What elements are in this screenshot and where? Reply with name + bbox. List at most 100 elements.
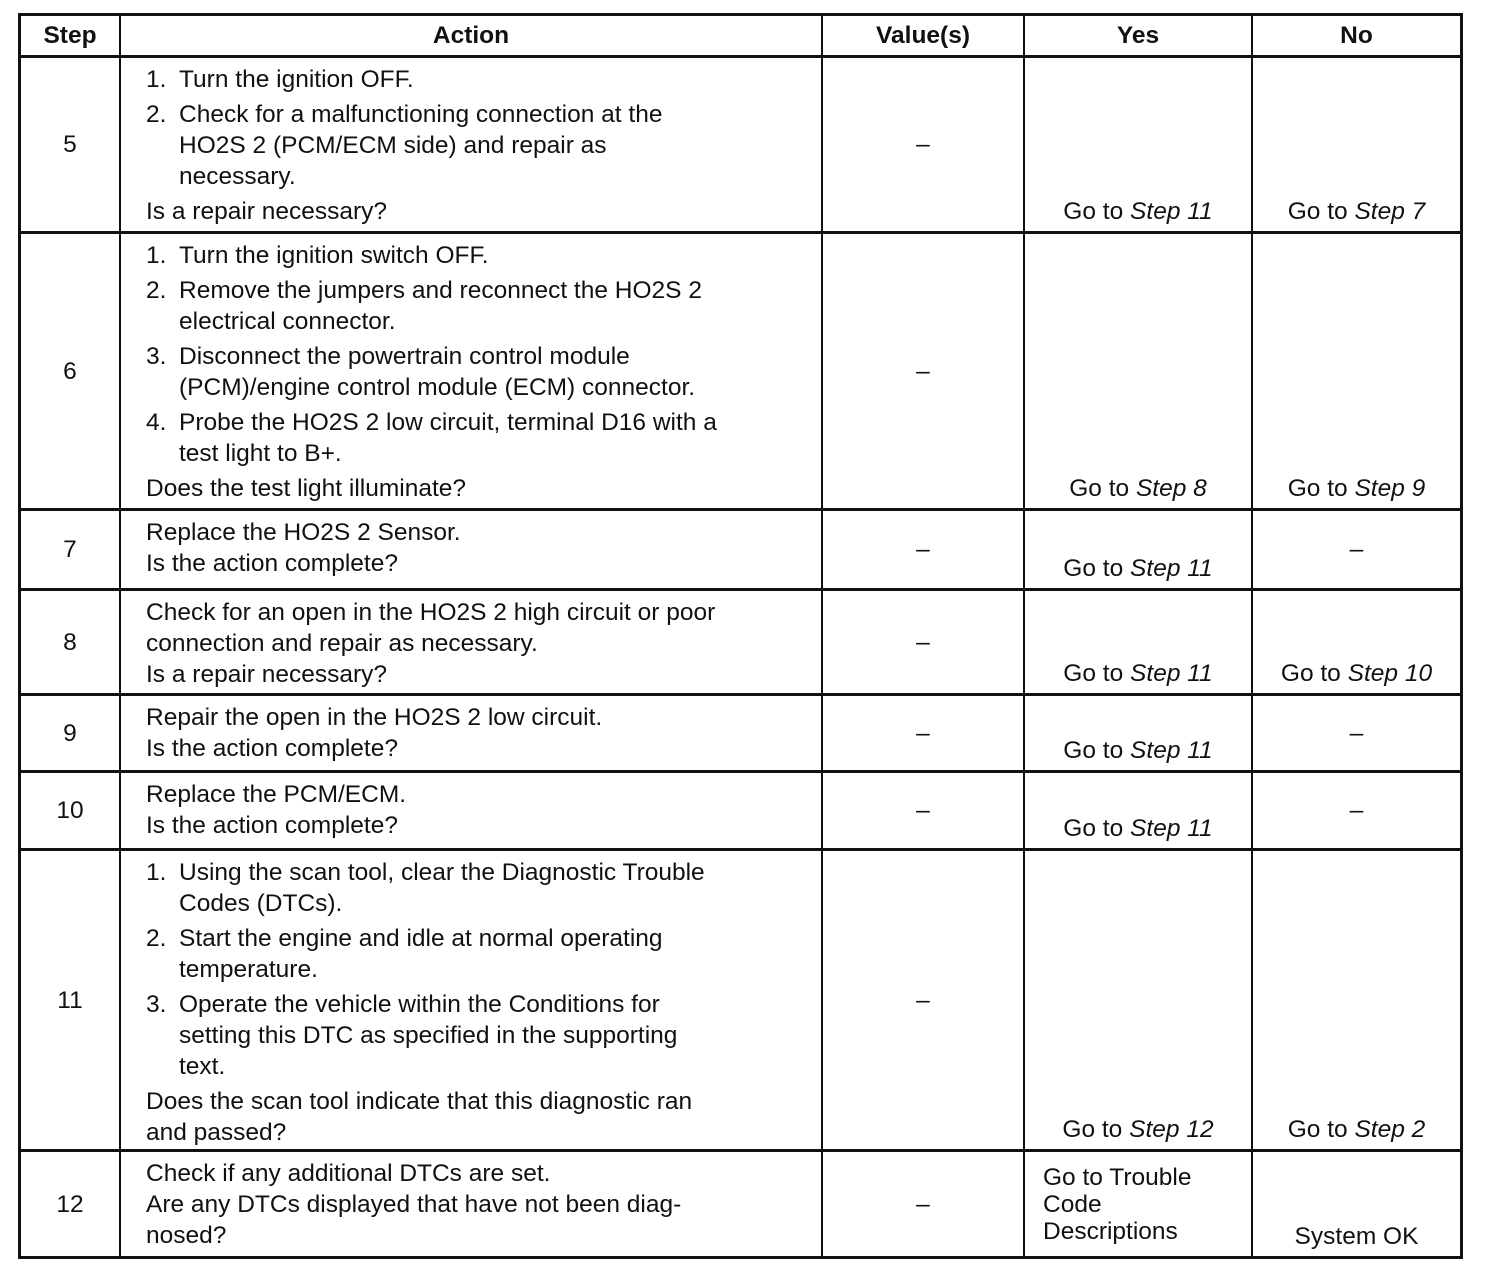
yes-cell: Go to Step 8 bbox=[1023, 234, 1251, 508]
cell-text: – bbox=[1349, 797, 1364, 824]
item-text: Disconnect the powertrain control module… bbox=[179, 341, 695, 403]
question-line: Is the action complete? bbox=[146, 735, 398, 762]
goto-link[interactable]: Go to Step 11 bbox=[1063, 813, 1212, 844]
goto-link[interactable]: Go to Step 11 bbox=[1063, 196, 1212, 227]
goto-link[interactable]: Go to Step 12 bbox=[1062, 1114, 1213, 1145]
item-line: HO2S 2 (PCM/ECM side) and repair as bbox=[179, 132, 607, 159]
goto-prefix: Go to bbox=[1063, 198, 1124, 225]
action-cell: Check if any additional DTCs are set. Are… bbox=[119, 1152, 821, 1256]
step-number: 6 bbox=[63, 357, 77, 385]
table-row-step-7: 7 Replace the HO2S 2 Sensor. Is the action… bbox=[21, 508, 1460, 588]
goto-step: Step 7 bbox=[1354, 198, 1426, 225]
item-text: Turn the ignition switch OFF. bbox=[179, 240, 489, 271]
action-cell: Replace the HO2S 2 Sensor. Is the action … bbox=[119, 511, 821, 588]
action-cell: Repair the open in the HO2S 2 low circui… bbox=[119, 696, 821, 770]
no-cell: – bbox=[1251, 773, 1460, 848]
action-item: 4. Probe the HO2S 2 low circuit, terminal… bbox=[146, 407, 811, 469]
question-line: Check if any additional DTCs are set. bbox=[146, 1160, 551, 1187]
item-number: 4. bbox=[146, 409, 167, 436]
question-line: Check for an open in the HO2S 2 high cir… bbox=[146, 599, 716, 626]
cell-line: Code bbox=[1043, 1190, 1102, 1218]
goto-step: Step 12 bbox=[1129, 1116, 1214, 1143]
goto-link[interactable]: Go to Step 2 bbox=[1288, 1114, 1426, 1145]
goto-prefix: Go to bbox=[1280, 660, 1341, 687]
no-cell: Go to Step 7 bbox=[1251, 58, 1460, 231]
no-cell: Go to Step 2 bbox=[1251, 851, 1460, 1149]
cell-line: Descriptions bbox=[1043, 1217, 1178, 1245]
question-line: Repair the open in the HO2S 2 low circui… bbox=[146, 704, 603, 731]
question-line: connection and repair as necessary. bbox=[146, 630, 538, 657]
item-number: 1. bbox=[146, 66, 167, 93]
table-row-step-11: 11 1. Using the scan tool, clear the Diagn… bbox=[21, 848, 1460, 1149]
action-item: 2. Remove the jumpers and reconnect the H… bbox=[146, 275, 811, 337]
goto-link[interactable]: Go to Step 10 bbox=[1281, 658, 1432, 689]
goto-prefix: Go to bbox=[1069, 475, 1130, 502]
header-yes: Yes bbox=[1023, 16, 1251, 55]
goto-link[interactable]: Go to Step 7 bbox=[1288, 196, 1426, 227]
goto-prefix: Go to bbox=[1062, 1116, 1123, 1143]
goto-prefix: Go to bbox=[1287, 475, 1348, 502]
no-cell: – bbox=[1251, 696, 1460, 770]
cell-text: – bbox=[1349, 719, 1364, 747]
action-cell: 1. Turn the ignition OFF. 2. Check for a ma… bbox=[119, 58, 821, 231]
action-item: 3. Operate the vehicle within the Conditi… bbox=[146, 989, 811, 1082]
item-line: Probe the HO2S 2 low circuit, terminal D… bbox=[179, 409, 717, 436]
goto-step: Step 10 bbox=[1347, 660, 1433, 687]
goto-link[interactable]: Go to Step 9 bbox=[1288, 473, 1426, 504]
diagnostic-table: Step Action Value(s) Yes No 5 1. Turn the … bbox=[18, 13, 1463, 1259]
yes-cell: Go to Step 11 bbox=[1023, 591, 1251, 693]
action-cell: Replace the PCM/ECM. Is the action comple… bbox=[119, 773, 821, 848]
no-cell: – bbox=[1251, 511, 1460, 588]
item-number: 2. bbox=[146, 277, 167, 304]
action-item: 1. Using the scan tool, clear the Diagnos… bbox=[146, 857, 811, 919]
item-number: 3. bbox=[146, 991, 167, 1018]
action-item: 1. Turn the ignition switch OFF. bbox=[146, 240, 811, 271]
step-number: 9 bbox=[63, 719, 77, 747]
value-cell: – bbox=[821, 58, 1023, 231]
value-cell: – bbox=[821, 1152, 1023, 1256]
goto-prefix: Go to bbox=[1287, 198, 1348, 225]
goto-step: Step 8 bbox=[1135, 475, 1207, 502]
goto-step: Step 11 bbox=[1130, 660, 1213, 687]
action-question: Check for an open in the HO2S 2 high cir… bbox=[146, 597, 811, 690]
item-text: Operate the vehicle within the Condition… bbox=[179, 989, 677, 1082]
header-action: Action bbox=[119, 16, 821, 55]
item-line: Disconnect the powertrain control module bbox=[179, 343, 630, 370]
action-question: Replace the HO2S 2 Sensor. Is the action … bbox=[146, 517, 811, 579]
item-line: Start the engine and idle at normal oper… bbox=[179, 925, 663, 952]
table-row-step-10: 10 Replace the PCM/ECM. Is the action comp… bbox=[21, 770, 1460, 848]
yes-cell: Go to Trouble Code Descriptions bbox=[1023, 1152, 1251, 1256]
question-line: Is a repair necessary? bbox=[146, 661, 388, 688]
item-line: Check for a malfunctioning connection at… bbox=[179, 101, 663, 128]
goto-link[interactable]: Go to Step 8 bbox=[1069, 473, 1207, 504]
action-question: Repair the open in the HO2S 2 low circui… bbox=[146, 702, 811, 764]
header-values: Value(s) bbox=[821, 16, 1023, 55]
goto-prefix: Go to bbox=[1287, 1116, 1348, 1143]
cell-text: – bbox=[1349, 536, 1364, 563]
value-cell: – bbox=[821, 511, 1023, 588]
value-cell: – bbox=[821, 773, 1023, 848]
yes-cell: Go to Step 11 bbox=[1023, 696, 1251, 770]
goto-prefix: Go to bbox=[1063, 555, 1124, 582]
goto-step: Step 9 bbox=[1354, 475, 1426, 502]
value-cell: – bbox=[821, 234, 1023, 508]
goto-link[interactable]: Go to Step 11 bbox=[1063, 735, 1212, 766]
question-line: Does the test light illuminate? bbox=[146, 475, 467, 502]
table-row-step-12: 12 Check if any additional DTCs are set. A… bbox=[21, 1149, 1460, 1256]
goto-prefix: Go to bbox=[1063, 815, 1124, 842]
item-number: 2. bbox=[146, 925, 167, 952]
item-line: Using the scan tool, clear the Diagnosti… bbox=[179, 859, 705, 886]
header-step: Step bbox=[43, 21, 97, 49]
question-line: Replace the PCM/ECM. bbox=[146, 781, 407, 808]
table-header: Step Action Value(s) Yes No bbox=[21, 16, 1460, 55]
cell-line: Go to Trouble bbox=[1043, 1163, 1192, 1191]
step-number: 11 bbox=[57, 986, 83, 1014]
item-line: Codes (DTCs). bbox=[179, 890, 343, 917]
goto-step: Step 11 bbox=[1130, 555, 1213, 582]
step-number: 8 bbox=[63, 628, 77, 656]
goto-link[interactable]: Go to Step 11 bbox=[1063, 553, 1212, 584]
item-line: Operate the vehicle within the Condition… bbox=[179, 991, 660, 1018]
question-line: Is the action complete? bbox=[146, 812, 398, 839]
no-cell: Go to Step 9 bbox=[1251, 234, 1460, 508]
goto-link[interactable]: Go to Step 11 bbox=[1063, 658, 1212, 689]
